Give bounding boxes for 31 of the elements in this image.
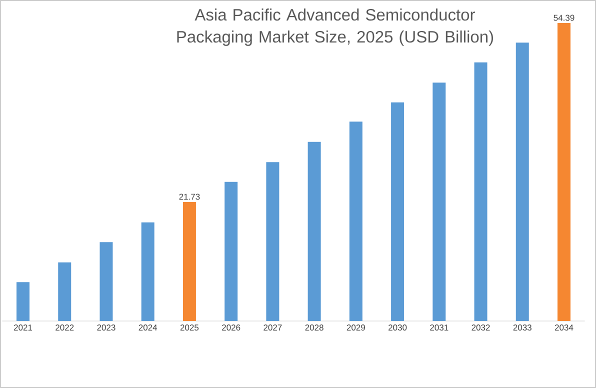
- x-tick-label: 2032: [472, 324, 490, 331]
- bar: [516, 42, 529, 321]
- x-tick-label: 2022: [56, 324, 74, 331]
- data-label: 21.73: [179, 194, 200, 200]
- chart-title: Asia Pacific Advanced Semiconductor Packaging Market Size, 2025 (USD Billion): [177, 8, 494, 46]
- x-tick-label: 2021: [14, 324, 32, 331]
- bar: [391, 102, 404, 321]
- data-label: 54.39: [554, 14, 574, 21]
- x-tick-label: 2024: [138, 324, 158, 331]
- x-tick-label: 2027: [264, 324, 282, 331]
- x-tick-label: 2023: [97, 324, 116, 331]
- x-tick-label: 2029: [346, 324, 365, 331]
- x-tick-label: 2031: [430, 324, 448, 331]
- bar: [58, 262, 72, 321]
- bar: [224, 182, 238, 321]
- bar: [16, 282, 30, 321]
- bar: [474, 62, 488, 321]
- bar: [182, 202, 196, 321]
- x-tick-label: 2028: [305, 324, 324, 331]
- bar: [349, 122, 362, 321]
- x-tick-label: 2025: [180, 324, 199, 331]
- bar: [432, 82, 446, 321]
- x-tick-label: 2034: [554, 324, 574, 331]
- bar: [558, 23, 570, 321]
- bar: [141, 222, 154, 321]
- bar: [308, 142, 321, 321]
- bar: [266, 162, 280, 321]
- bar: [100, 242, 113, 321]
- x-tick-label: 2033: [513, 324, 532, 331]
- x-tick-label: 2026: [222, 324, 240, 331]
- x-tick-label: 2030: [388, 324, 407, 331]
